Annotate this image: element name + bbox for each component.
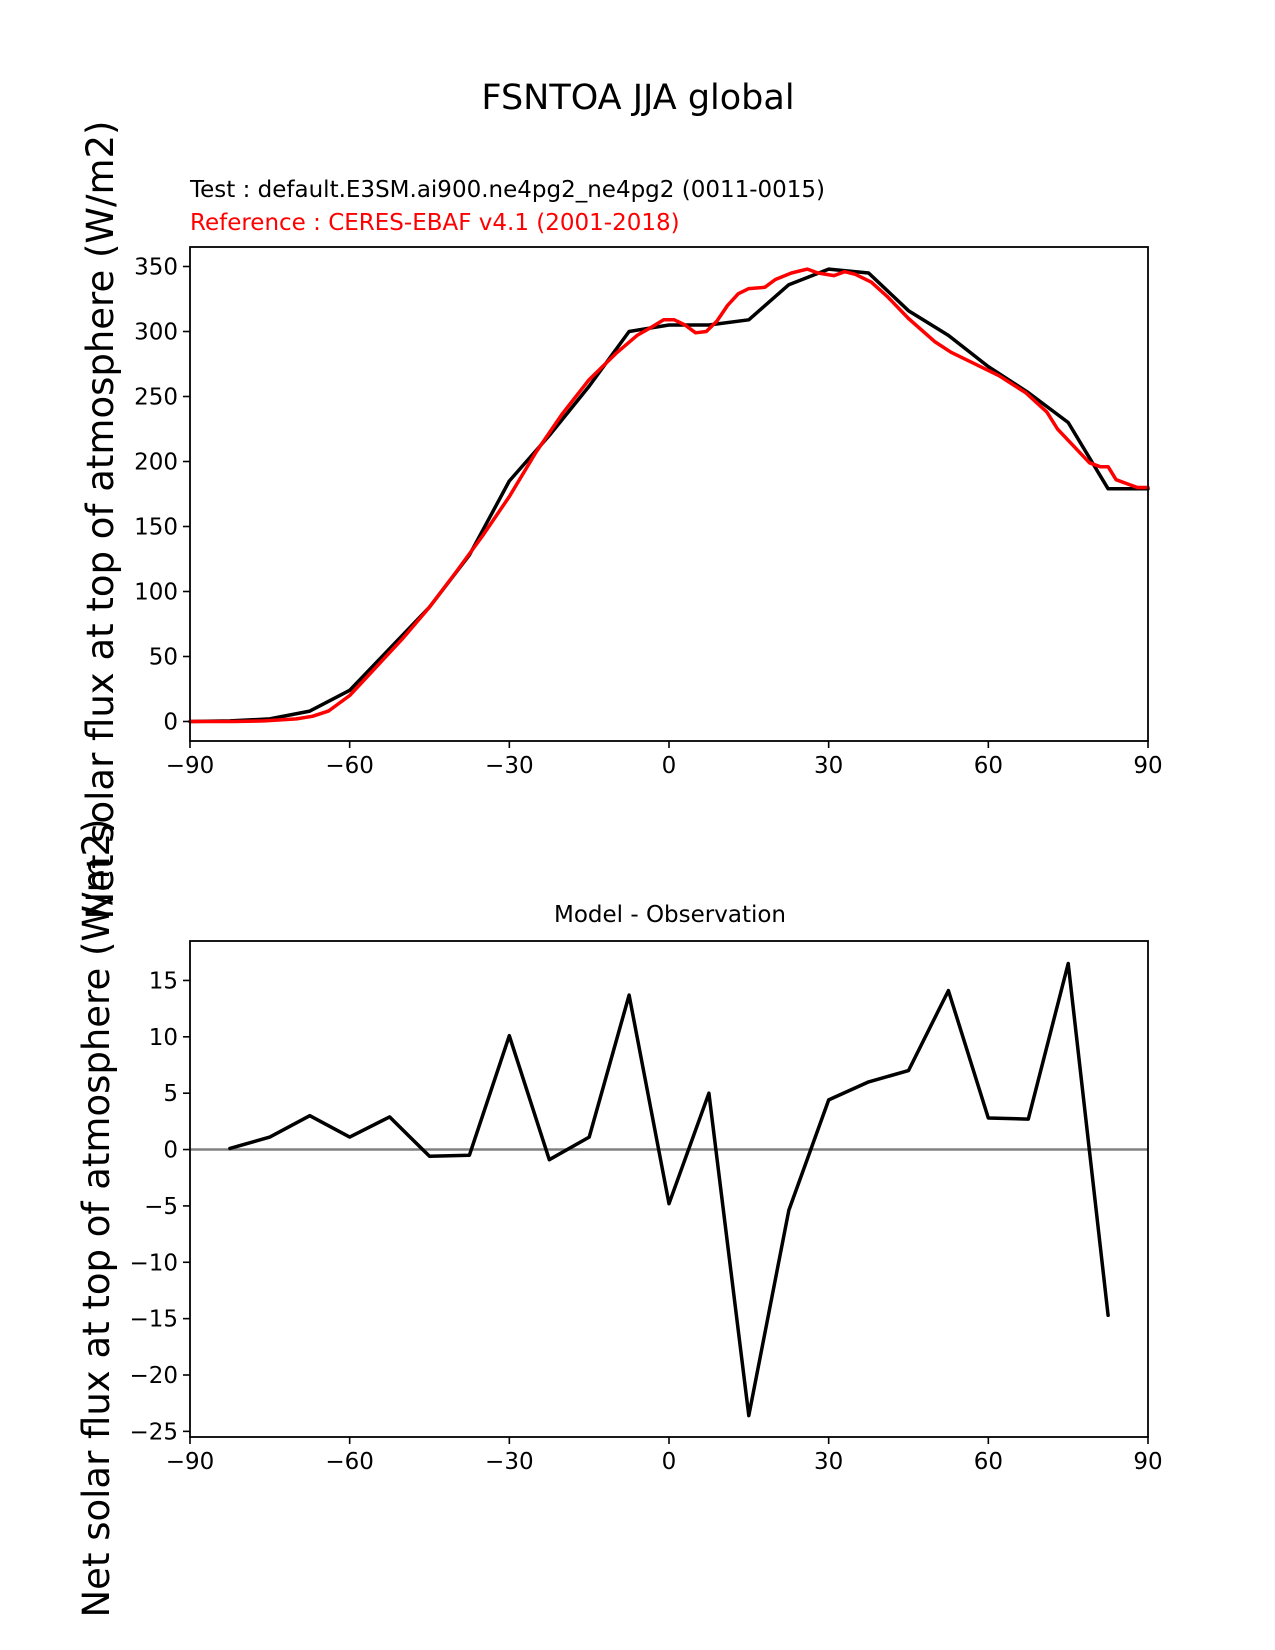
figure-title: FSNTOA JJA global	[481, 78, 794, 118]
x-tick-label: −60	[325, 753, 374, 779]
top-y-axis-label: Net solar flux at top of atmosphere (W/m…	[79, 121, 122, 920]
x-tick-label: 30	[814, 1449, 843, 1475]
bottom-panel: −90 −60 −30 0 30 60 90 −25 −20 −15 −10 −5 0 5 10 15	[129, 940, 1163, 1475]
reference-label: Reference : CERES-EBAF v4.1 (2001-2018)	[190, 210, 680, 236]
test-series-line-panel-0	[188, 267, 1150, 724]
x-tick-label: 60	[974, 753, 1003, 779]
y-tick-label: −15	[129, 1307, 178, 1333]
x-tick-label: −30	[485, 753, 534, 779]
test-series-line-panel-1	[228, 961, 1110, 1418]
y-tick-label: 50	[149, 645, 178, 671]
reference-series-line-panel-0	[188, 267, 1150, 724]
x-tick-label: −90	[166, 753, 215, 779]
y-tick-label: 150	[134, 515, 178, 541]
y-tick-label: 0	[163, 710, 178, 736]
x-tick-label: −30	[485, 1449, 534, 1475]
axes-frame	[189, 940, 1149, 1438]
y-tick-label: −5	[144, 1194, 178, 1220]
y-tick-label: 200	[134, 450, 178, 476]
y-tick-label: 100	[134, 580, 178, 606]
x-tick-label: −60	[325, 1449, 374, 1475]
y-tick-label: 350	[134, 255, 178, 281]
y-tick-label: 5	[163, 1081, 178, 1107]
bottom-panel-title: Model - Observation	[554, 902, 786, 928]
x-tick-label: 30	[814, 753, 843, 779]
y-tick-label: 300	[134, 320, 178, 346]
x-tick-label: 90	[1133, 753, 1162, 779]
x-tick-label: 60	[974, 1449, 1003, 1475]
test-label: Test : default.E3SM.ai900.ne4pg2_ne4pg2 …	[189, 177, 825, 203]
bottom-y-axis-label: Net solar flux at top of atmosphere (W/m…	[75, 819, 118, 1618]
y-tick-label: −10	[129, 1250, 178, 1276]
x-tick-label: 90	[1133, 1449, 1162, 1475]
y-tick-label: 250	[134, 385, 178, 411]
top-panel: −90 −60 −30 0 30 60 90 0 50 100 150 200 250 300 350	[134, 246, 1163, 779]
x-tick-label: 0	[662, 1449, 677, 1475]
x-tick-label: −90	[166, 1449, 215, 1475]
y-tick-label: 10	[149, 1025, 178, 1051]
y-tick-label: −20	[129, 1363, 178, 1389]
y-tick-label: 15	[149, 968, 178, 994]
y-tick-label: 0	[163, 1138, 178, 1164]
y-tick-label: −25	[129, 1419, 178, 1445]
x-tick-label: 0	[662, 753, 677, 779]
